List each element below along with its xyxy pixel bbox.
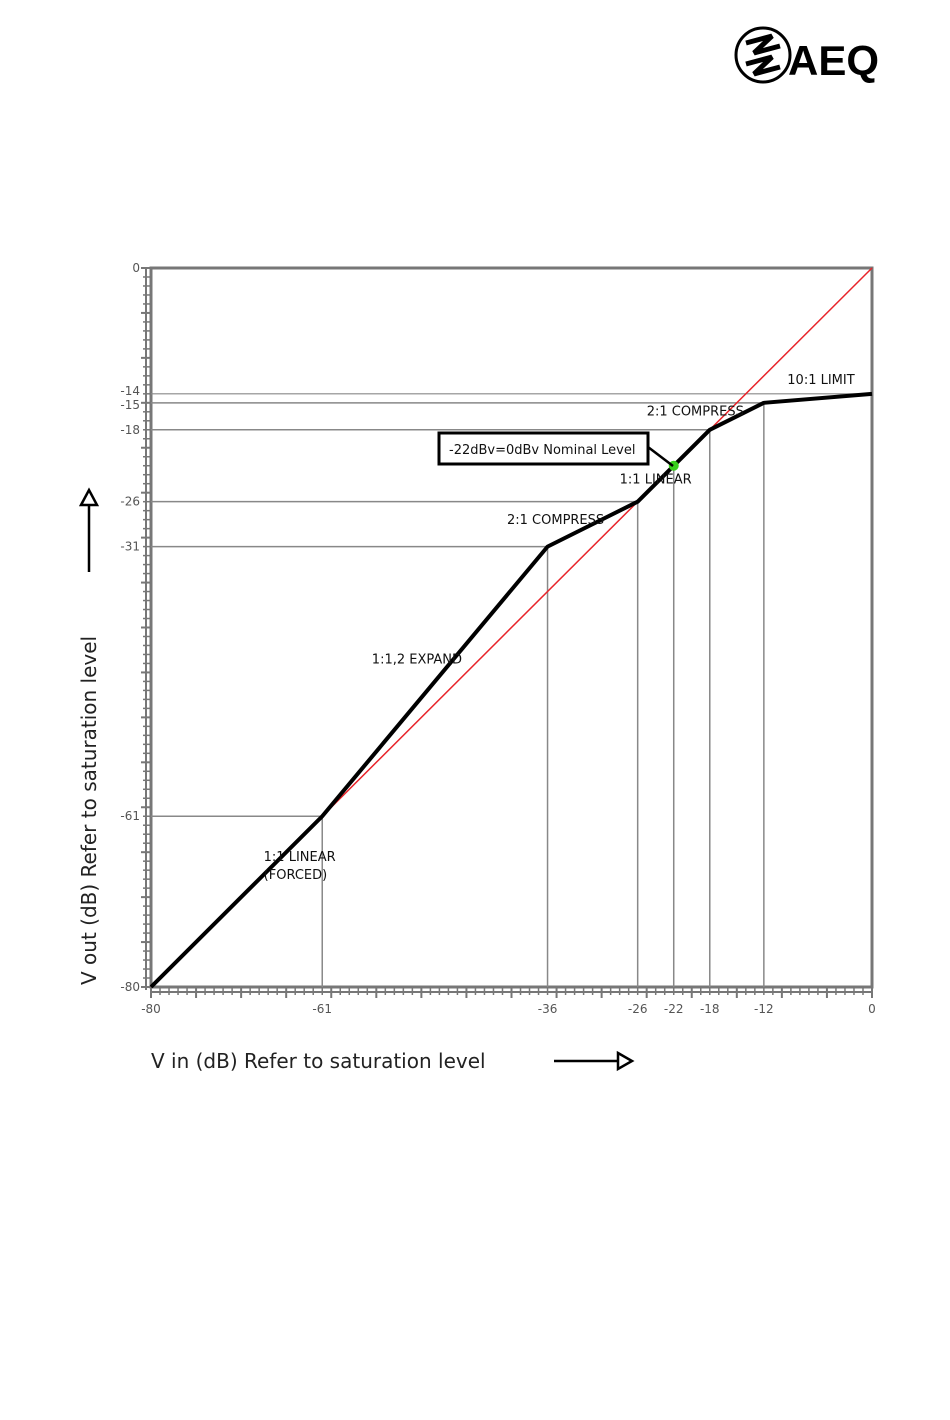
segment-label: 1:1 LINEAR xyxy=(620,473,692,488)
y-tick-label: 0 xyxy=(132,261,140,275)
brand-name: AEQ xyxy=(788,37,879,84)
x-tick-label: 0 xyxy=(868,1002,876,1016)
nominal-level-label: -22dBv=0dBv Nominal Level xyxy=(449,443,635,458)
y-tick-label: -14 xyxy=(120,384,140,398)
y-axis-arrow xyxy=(78,487,100,572)
x-tick-label: -36 xyxy=(538,1002,558,1016)
x-tick-label: -22 xyxy=(664,1002,684,1016)
nominal-level-marker xyxy=(668,460,679,471)
guide-lines xyxy=(151,393,872,987)
transfer-curve xyxy=(149,391,873,989)
nominal-level-box xyxy=(437,431,650,466)
x-tick-label: -80 xyxy=(141,1002,161,1016)
aeq-logo: AEQ xyxy=(734,26,879,84)
segment-label: 10:1 LIMIT xyxy=(787,373,854,388)
minor-ticks xyxy=(141,267,873,998)
y-tick-label: -18 xyxy=(120,423,140,437)
segment-label: 1:1,2 EXPAND xyxy=(372,652,462,667)
y-axis-title: V out (dB) Refer to saturation level xyxy=(77,636,101,985)
segment-labels: 1:1 LINEAR (FORCED) 1:1,2 EXPAND 2:1 COMPRE… xyxy=(264,373,855,883)
x-tick-label: -12 xyxy=(754,1002,774,1016)
segment-label: 2:1 COMPRESS xyxy=(647,404,744,419)
segment-label: (FORCED) xyxy=(264,868,328,883)
x-axis-title: V in (dB) Refer to saturation level xyxy=(151,1049,486,1073)
x-tick-label: -18 xyxy=(700,1002,720,1016)
segment-label: 2:1 COMPRESS xyxy=(507,513,604,528)
y-tick-label: -80 xyxy=(120,980,140,994)
y-tick-label: -15 xyxy=(120,398,140,412)
segment-label: 1:1 LINEAR xyxy=(264,850,336,865)
x-tick-label: -61 xyxy=(312,1002,332,1016)
y-tick-label: -31 xyxy=(120,540,140,554)
nominal-level-leader xyxy=(647,446,674,467)
x-tick-label: -26 xyxy=(628,1002,648,1016)
tick-labels: -80 -61 -36 -26 -22 -18 -12 0 0 -14-15 -18 -26 -31 -6… xyxy=(120,261,875,1016)
y-tick-label: -26 xyxy=(120,495,140,509)
x-axis-arrow xyxy=(554,1050,635,1072)
y-tick-label: -61 xyxy=(120,809,140,823)
